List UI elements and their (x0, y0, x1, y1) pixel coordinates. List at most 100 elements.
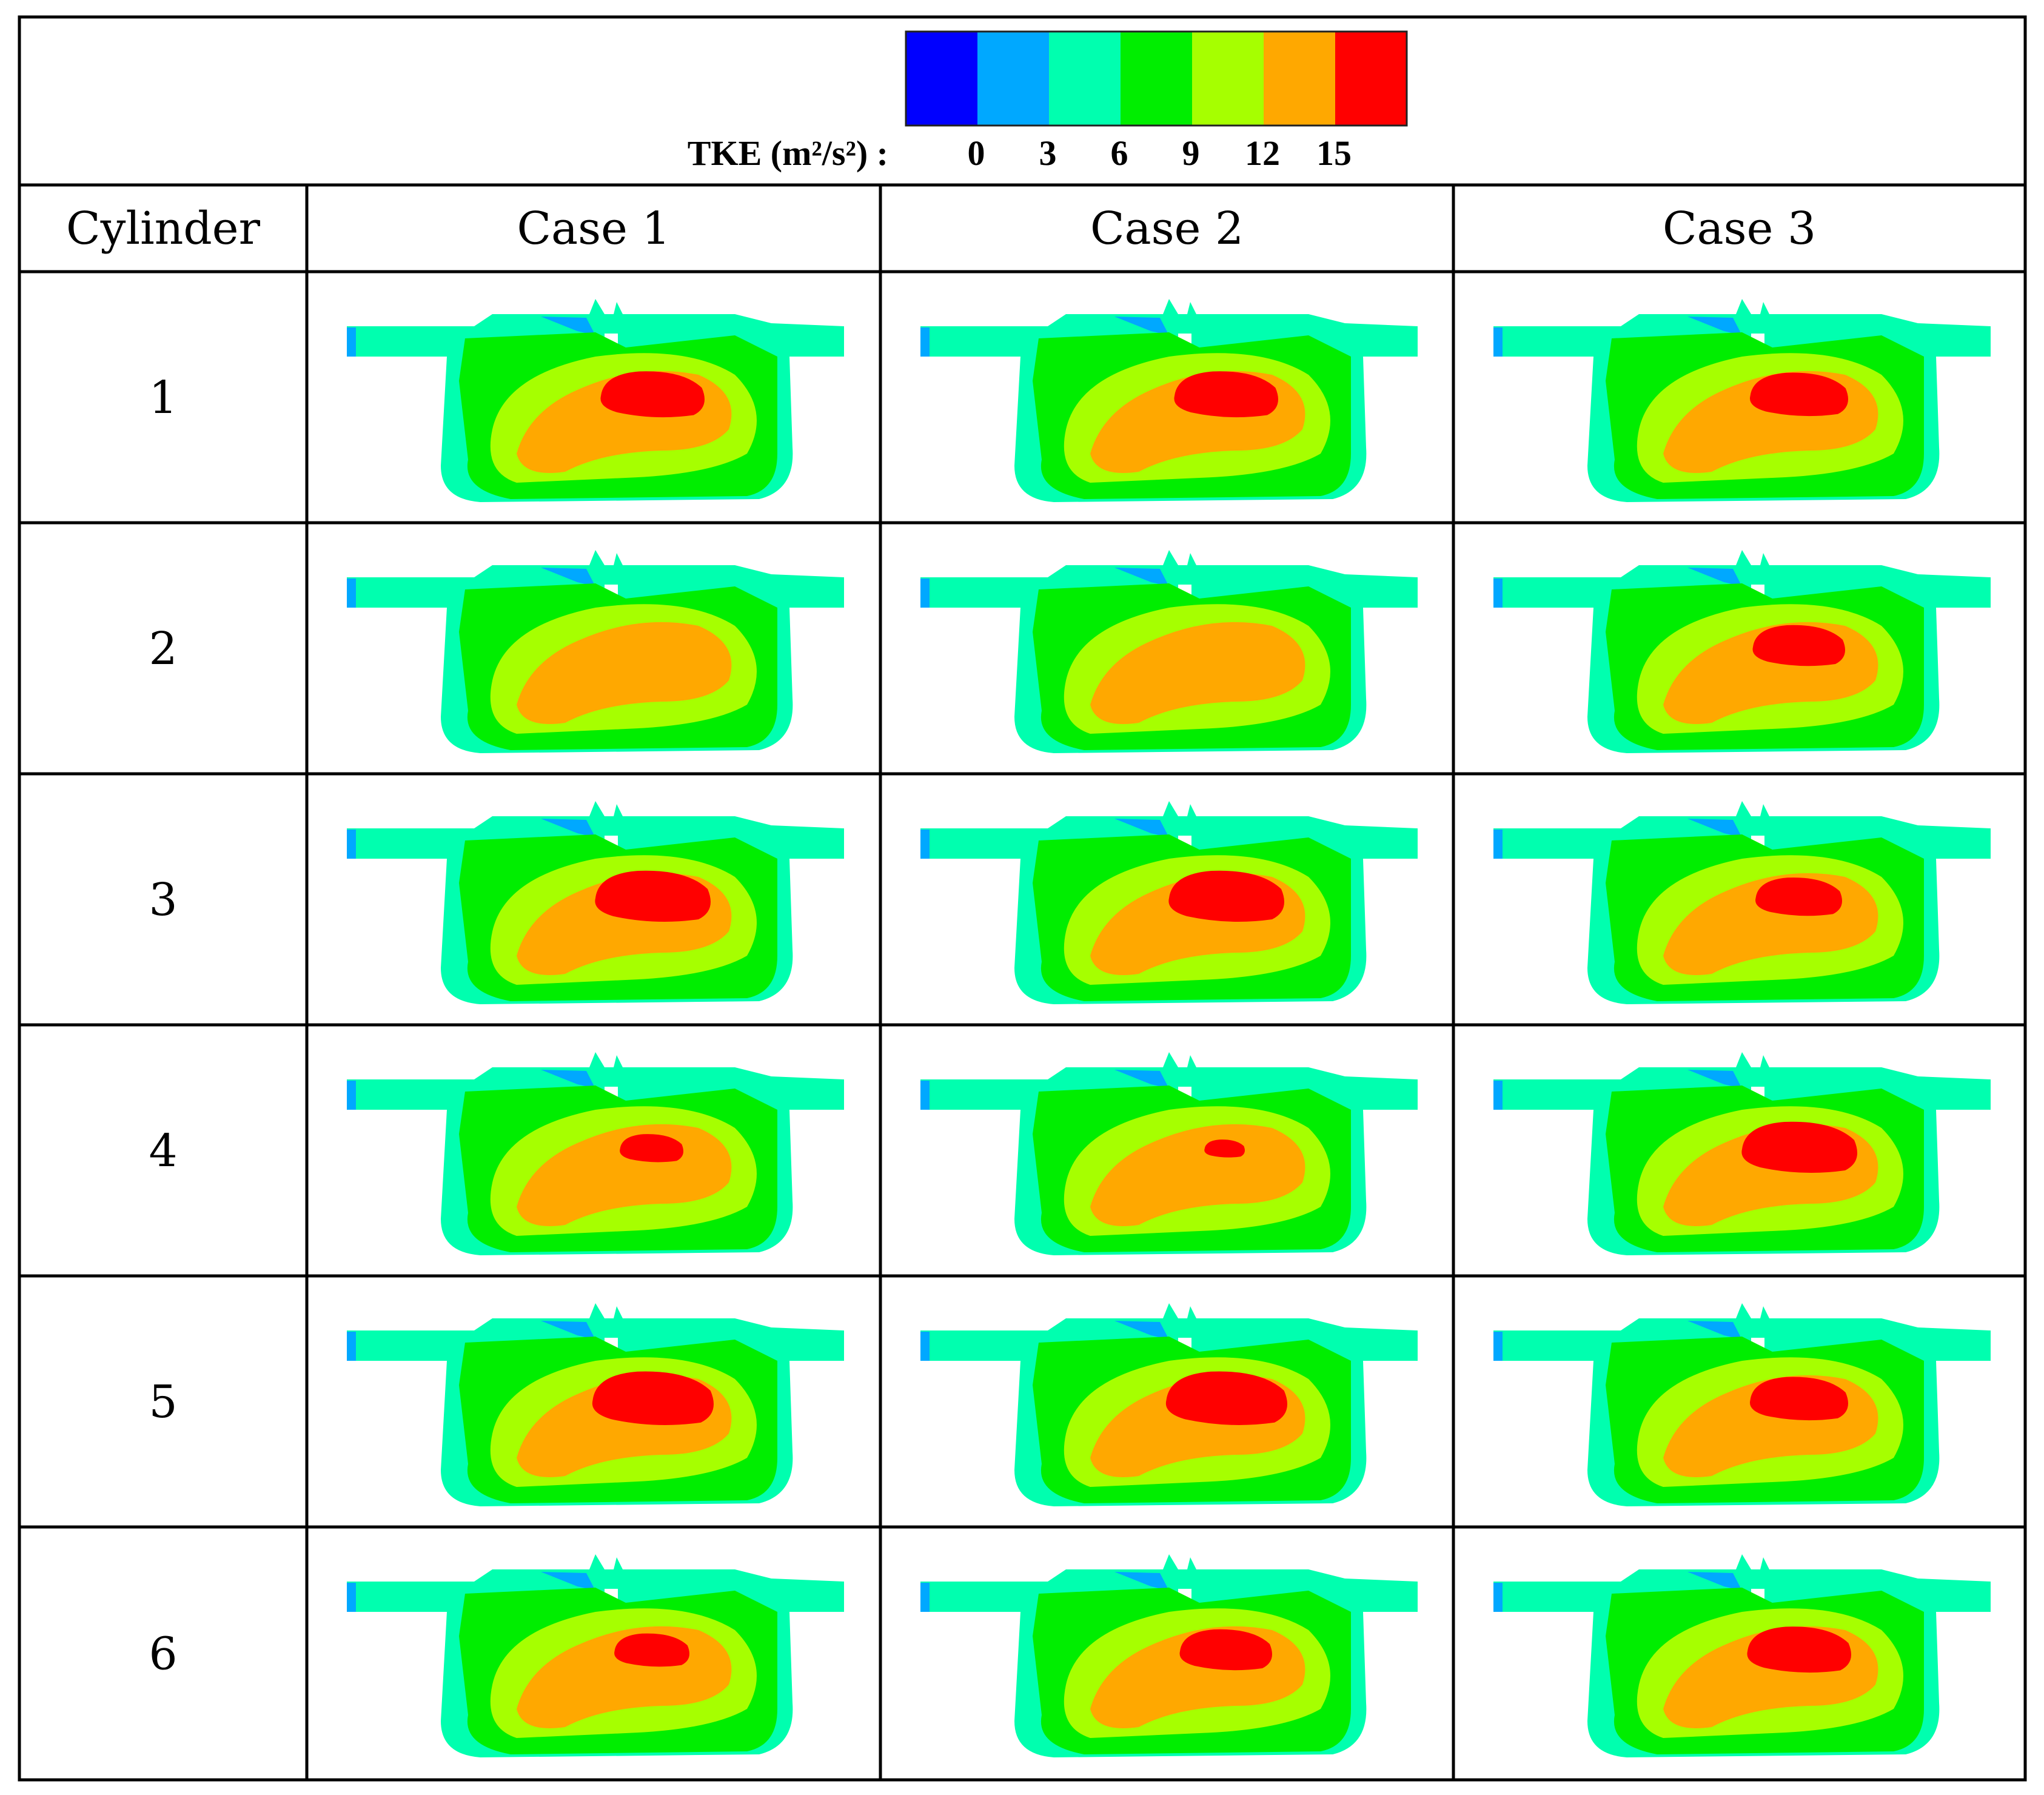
contour-band-0-3 (1493, 1583, 1503, 1612)
contour-plot-cyl3-case1 (347, 801, 844, 1004)
legend-tick-label: 15 (1316, 133, 1352, 173)
legend-frame (905, 30, 1408, 127)
cylinder-number: 6 (149, 1628, 177, 1680)
contour-plot-cyl2-case2 (920, 550, 1418, 753)
contour-band-0-3 (1114, 1572, 1169, 1591)
contour-band-15-plus (1747, 1626, 1851, 1673)
cylinder-number: 4 (149, 1125, 177, 1177)
contour-band-15-plus (614, 1633, 689, 1667)
table-border (18, 15, 2027, 1782)
contour-plots (347, 299, 1991, 1757)
contour-band-0-3 (1687, 317, 1742, 335)
contour-band-15-plus (1749, 372, 1848, 417)
legend-swatch (977, 32, 1049, 126)
contour-band-0-3 (1493, 579, 1503, 608)
contour-band-12-15 (1090, 1124, 1305, 1226)
legend-swatch (1264, 32, 1335, 126)
contour-band-0-3 (920, 1332, 930, 1361)
contour-band-0-3 (1114, 1321, 1169, 1340)
legend-label: TKE (m²/s²) : (688, 133, 888, 173)
contour-band-0-3 (920, 1583, 930, 1612)
contour-band-0-3 (1687, 568, 1742, 586)
contour-band-0-3 (347, 579, 356, 608)
table-grid (18, 15, 2027, 1782)
contour-plot-cyl1-case3 (1493, 299, 1991, 502)
contour-band-0-3 (541, 819, 595, 837)
contour-band-15-plus (1165, 1371, 1287, 1425)
contour-plot-cyl3-case3 (1493, 801, 1991, 1004)
contour-band-15-plus (1179, 1629, 1272, 1671)
cylinder-labels: 1 2 3 4 5 6 (149, 372, 177, 1680)
header-case-3: Case 3 (1663, 203, 1816, 255)
table-header: Cylinder Case 1 Case 2 Case 3 (66, 203, 1816, 255)
legend-tick-label: 0 (968, 133, 985, 173)
contour-plot-cyl5-case2 (920, 1303, 1418, 1506)
contour-band-0-3 (1114, 568, 1169, 586)
contour-band-15-plus (595, 870, 711, 922)
contour-band-15-plus (1168, 870, 1284, 922)
header-cylinder: Cylinder (66, 203, 261, 255)
legend-tick-label: 3 (1039, 133, 1057, 173)
contour-band-0-3 (1114, 317, 1169, 335)
contour-plot-cyl4-case3 (1493, 1052, 1991, 1255)
contour-plot-cyl4-case1 (347, 1052, 844, 1255)
cylinder-number: 1 (149, 372, 177, 424)
contour-plot-cyl1-case1 (347, 299, 844, 502)
contour-band-15-plus (1755, 877, 1842, 916)
contour-plot-cyl4-case2 (920, 1052, 1418, 1255)
contour-band-15-plus (1749, 1377, 1848, 1421)
legend-tick-label: 12 (1245, 133, 1280, 173)
contour-band-0-3 (1493, 1332, 1503, 1361)
contour-band-0-3 (1493, 327, 1503, 357)
contour-band-15-plus (1752, 625, 1845, 666)
contour-plot-cyl2-case1 (347, 550, 844, 753)
contour-plot-cyl6-case1 (347, 1554, 844, 1757)
contour-band-0-3 (920, 830, 930, 859)
contour-band-0-3 (1687, 1321, 1742, 1340)
contour-band-0-3 (347, 1081, 356, 1110)
legend-swatch (1049, 32, 1121, 126)
contour-band-0-3 (920, 579, 930, 608)
contour-band-0-3 (347, 1332, 356, 1361)
contour-band-0-3 (1493, 1081, 1503, 1110)
legend: TKE (m²/s²) : 0 3 6 9 12 15 (688, 30, 1408, 173)
legend-swatch (906, 32, 977, 126)
contour-band-0-3 (920, 1081, 930, 1110)
contour-band-0-3 (541, 1572, 595, 1591)
contour-band-0-3 (541, 1321, 595, 1340)
legend-colorbar (905, 30, 1408, 127)
contour-band-0-3 (1687, 819, 1742, 837)
cylinder-number: 3 (149, 874, 177, 926)
legend-swatch (1192, 32, 1264, 126)
contour-plot-cyl3-case2 (920, 801, 1418, 1004)
contour-plot-cyl2-case3 (1493, 550, 1991, 753)
contour-band-0-3 (541, 1070, 595, 1089)
contour-band-0-3 (1114, 819, 1169, 837)
contour-plot-cyl6-case3 (1493, 1554, 1991, 1757)
contour-band-0-3 (347, 1583, 356, 1612)
contour-plot-cyl1-case2 (920, 299, 1418, 502)
legend-swatch (1121, 32, 1192, 126)
contour-band-0-3 (541, 568, 595, 586)
contour-band-15-plus (600, 371, 705, 418)
contour-band-15-plus (1174, 371, 1278, 418)
legend-ticks: 0 3 6 9 12 15 (968, 133, 1352, 173)
contour-band-15-plus (592, 1371, 714, 1425)
legend-swatch (1335, 32, 1407, 126)
contour-band-0-3 (347, 327, 356, 357)
contour-band-0-3 (1114, 1070, 1169, 1089)
contour-band-15-plus (620, 1134, 683, 1163)
contour-band-0-3 (1687, 1070, 1742, 1089)
contour-plot-cyl5-case1 (347, 1303, 844, 1506)
contour-band-0-3 (1687, 1572, 1742, 1591)
contour-band-0-3 (1493, 830, 1503, 859)
legend-tick-label: 9 (1182, 133, 1200, 173)
contour-band-15-plus (1741, 1121, 1857, 1173)
header-case-2: Case 2 (1090, 203, 1244, 255)
cylinder-number: 5 (149, 1376, 177, 1428)
contour-plot-cyl6-case2 (920, 1554, 1418, 1757)
contour-plot-cyl5-case3 (1493, 1303, 1991, 1506)
contour-band-0-3 (347, 830, 356, 859)
contour-band-15-plus (1204, 1139, 1245, 1158)
contour-band-12-15 (1090, 622, 1305, 724)
